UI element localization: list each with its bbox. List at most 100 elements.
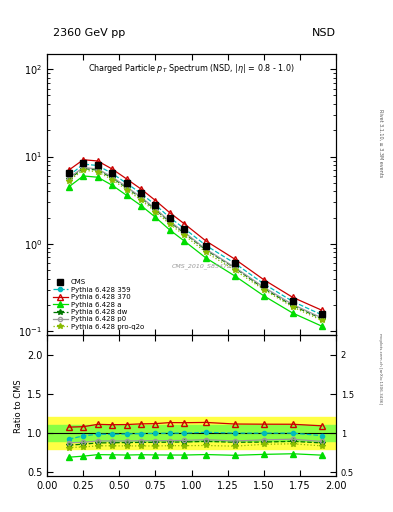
Pythia 6.428 370 — [204, 238, 208, 244]
CMS — [319, 310, 324, 316]
Pythia 6.428 370 — [95, 158, 100, 164]
Pythia 6.428 359 — [167, 215, 172, 221]
Pythia 6.428 pro-q2o — [319, 317, 324, 323]
CMS — [261, 281, 266, 287]
Pythia 6.428 359 — [319, 312, 324, 318]
Pythia 6.428 359 — [204, 243, 208, 249]
Pythia 6.428 p0 — [204, 246, 208, 252]
Pythia 6.428 dw — [139, 195, 143, 201]
Pythia 6.428 359 — [153, 202, 158, 208]
Bar — [47, 417, 336, 449]
Pythia 6.428 370 — [153, 198, 158, 204]
Text: Rivet 3.1.10, ≥ 3.3M events: Rivet 3.1.10, ≥ 3.3M events — [378, 109, 383, 178]
Pythia 6.428 dw — [233, 265, 237, 271]
Pythia 6.428 pro-q2o — [167, 221, 172, 227]
Pythia 6.428 359 — [233, 260, 237, 266]
Pythia 6.428 a — [261, 293, 266, 299]
Pythia 6.428 p0 — [167, 218, 172, 224]
Pythia 6.428 pro-q2o — [233, 267, 237, 273]
Pythia 6.428 p0 — [319, 315, 324, 321]
Line: Pythia 6.428 p0: Pythia 6.428 p0 — [67, 165, 324, 320]
CMS — [182, 225, 187, 231]
Pythia 6.428 a — [110, 182, 114, 188]
Pythia 6.428 a — [95, 174, 100, 180]
CMS — [167, 215, 172, 221]
Pythia 6.428 370 — [182, 221, 187, 227]
Pythia 6.428 pro-q2o — [290, 304, 295, 310]
Pythia 6.428 p0 — [95, 166, 100, 172]
Pythia 6.428 370 — [139, 186, 143, 192]
CMS — [290, 298, 295, 305]
Pythia 6.428 p0 — [290, 302, 295, 308]
Pythia 6.428 a — [124, 193, 129, 199]
Text: 2360 GeV pp: 2360 GeV pp — [53, 28, 125, 38]
Pythia 6.428 a — [319, 323, 324, 329]
Text: Charged Particle $p_T$ Spectrum (NSD, $|\eta|$ = 0.8 - 1.0): Charged Particle $p_T$ Spectrum (NSD, $|… — [88, 62, 295, 75]
CMS — [66, 170, 71, 176]
Pythia 6.428 370 — [110, 166, 114, 172]
Pythia 6.428 pro-q2o — [66, 178, 71, 184]
Pythia 6.428 370 — [319, 307, 324, 313]
Pythia 6.428 pro-q2o — [139, 197, 143, 203]
Pythia 6.428 370 — [290, 294, 295, 301]
Legend: CMS, Pythia 6.428 359, Pythia 6.428 370, Pythia 6.428 a, Pythia 6.428 dw, Pythia: CMS, Pythia 6.428 359, Pythia 6.428 370,… — [51, 278, 146, 332]
Pythia 6.428 p0 — [233, 264, 237, 270]
Pythia 6.428 dw — [182, 230, 187, 236]
Pythia 6.428 pro-q2o — [110, 177, 114, 183]
Pythia 6.428 p0 — [124, 184, 129, 190]
Pythia 6.428 359 — [261, 281, 266, 287]
Bar — [47, 425, 336, 441]
Pythia 6.428 a — [182, 238, 187, 244]
Pythia 6.428 p0 — [139, 194, 143, 200]
Pythia 6.428 dw — [153, 206, 158, 212]
CMS — [81, 160, 86, 166]
Pythia 6.428 pro-q2o — [204, 249, 208, 255]
Pythia 6.428 p0 — [81, 164, 86, 170]
Pythia 6.428 pro-q2o — [153, 208, 158, 215]
Pythia 6.428 359 — [66, 173, 71, 179]
CMS — [204, 243, 208, 249]
Pythia 6.428 370 — [261, 276, 266, 283]
Pythia 6.428 359 — [95, 162, 100, 168]
Pythia 6.428 p0 — [261, 284, 266, 290]
Line: CMS: CMS — [66, 160, 325, 316]
CMS — [95, 162, 100, 168]
Pythia 6.428 dw — [124, 185, 129, 191]
Pythia 6.428 359 — [290, 298, 295, 305]
CMS — [153, 202, 158, 208]
Pythia 6.428 p0 — [66, 175, 71, 181]
Text: CMS_2010_S8547297: CMS_2010_S8547297 — [172, 264, 240, 269]
Pythia 6.428 359 — [182, 225, 187, 231]
Pythia 6.428 dw — [204, 247, 208, 253]
Pythia 6.428 p0 — [110, 174, 114, 180]
Pythia 6.428 370 — [233, 256, 237, 262]
Line: Pythia 6.428 a: Pythia 6.428 a — [66, 173, 324, 329]
Pythia 6.428 dw — [261, 285, 266, 291]
Pythia 6.428 dw — [81, 165, 86, 172]
Line: Pythia 6.428 dw: Pythia 6.428 dw — [66, 166, 324, 322]
CMS — [124, 180, 129, 186]
Pythia 6.428 dw — [319, 315, 324, 322]
Pythia 6.428 a — [81, 173, 86, 179]
Pythia 6.428 dw — [290, 303, 295, 309]
Pythia 6.428 a — [167, 227, 172, 233]
Line: Pythia 6.428 pro-q2o: Pythia 6.428 pro-q2o — [66, 167, 324, 323]
Pythia 6.428 359 — [81, 161, 86, 167]
Pythia 6.428 a — [290, 310, 295, 316]
Pythia 6.428 a — [66, 184, 71, 190]
Text: NSD: NSD — [312, 28, 336, 38]
Pythia 6.428 pro-q2o — [81, 167, 86, 173]
Y-axis label: Ratio to CMS: Ratio to CMS — [14, 379, 23, 433]
CMS — [139, 190, 143, 197]
Pythia 6.428 a — [139, 202, 143, 208]
Pythia 6.428 a — [204, 255, 208, 261]
Pythia 6.428 370 — [81, 157, 86, 163]
CMS — [233, 260, 237, 266]
Pythia 6.428 dw — [95, 167, 100, 173]
Text: mcplots.cern.ch [arXiv:1306.3436]: mcplots.cern.ch [arXiv:1306.3436] — [378, 333, 382, 404]
Pythia 6.428 dw — [167, 219, 172, 225]
CMS — [110, 170, 114, 176]
Pythia 6.428 dw — [110, 175, 114, 181]
Pythia 6.428 370 — [124, 176, 129, 182]
Pythia 6.428 370 — [167, 210, 172, 216]
